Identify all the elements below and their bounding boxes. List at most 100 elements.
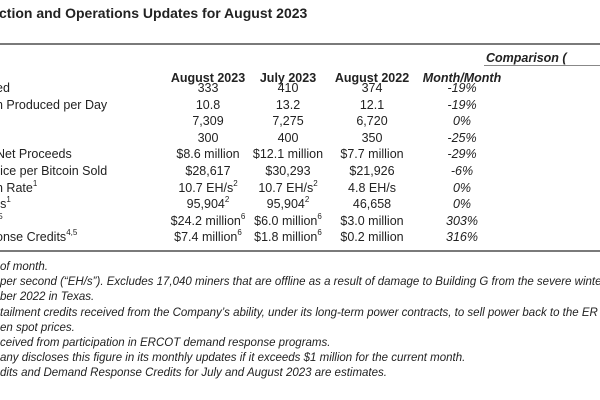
cell-august-2022: 374 <box>362 81 383 95</box>
cell-month-month: -19% <box>447 81 476 95</box>
cell-value: 4.8 EH/s <box>348 180 396 195</box>
footnote-line: ber 2022 in Texas. <box>0 291 95 304</box>
row-label-text: rice per Bitcoin Sold <box>0 164 108 178</box>
column-header-month-month: Month/Month <box>422 71 502 85</box>
cell-august-2023: 300 <box>198 131 219 145</box>
cell-value: $28,617 <box>185 164 231 178</box>
row-label: n Rate1 <box>0 178 38 195</box>
cell-july-2023: $6.0 million6 <box>254 211 322 228</box>
table-row: 300 400 350 -25% <box>0 131 600 147</box>
cell-value: 333 <box>197 81 219 95</box>
cell-august-2022: $21,926 <box>349 164 394 178</box>
footnote-ref: 6 <box>237 228 242 238</box>
row-label: ed <box>0 81 10 95</box>
cell-july-2023: 95,9042 <box>266 195 310 212</box>
cell-value: -6% <box>450 164 474 178</box>
cell-value: $30,293 <box>265 164 311 178</box>
row-label: n Produced per Day <box>0 98 107 112</box>
page-title: ction and Operations Updates for August … <box>0 5 308 21</box>
cell-july-2023: $30,293 <box>265 164 310 178</box>
footnote-line: tailment credits received from the Compa… <box>0 306 598 319</box>
cell-value: 12.1 <box>359 97 385 112</box>
table-row: onse Credits4,5 $7.4 million6 $1.8 million… <box>0 228 600 246</box>
cell-value: 300 <box>197 130 219 145</box>
footnote-line: dits and Demand Response Credits for Jul… <box>0 367 387 380</box>
cell-value: 0% <box>452 197 472 212</box>
cell-august-2023: 333 <box>198 81 219 95</box>
cell-value: 400 <box>277 130 299 145</box>
cell-august-2023: $8.6 million <box>176 147 239 161</box>
footnote-ref: 2 <box>233 178 238 188</box>
cell-value: 0% <box>452 114 472 129</box>
cell-value: 46,658 <box>352 197 392 212</box>
cell-august-2023: 95,9042 <box>186 195 230 212</box>
cell-value: 350 <box>361 130 383 145</box>
cell-august-2023: $7.4 million6 <box>174 228 242 245</box>
cell-august-2022: $7.7 million <box>340 147 403 161</box>
cell-august-2022: 12.1 <box>360 98 384 112</box>
row-label: rice per Bitcoin Sold <box>0 164 107 178</box>
cell-august-2023: $28,617 <box>185 164 230 178</box>
cell-august-2022: 6,720 <box>356 114 387 128</box>
cell-july-2023: 13.2 <box>276 98 300 112</box>
footnote-line: of month. <box>0 261 48 273</box>
cell-value: $6.0 million <box>254 213 318 228</box>
footnote-ref: 6 <box>317 211 322 221</box>
column-header-august-2023: August 2023 <box>170 71 246 85</box>
comparison-header: Comparison ( <box>486 51 567 65</box>
cell-value: -19% <box>447 97 477 112</box>
cell-value: $1.8 million <box>254 230 318 245</box>
cell-value: -29% <box>447 147 477 162</box>
footnote-ref: 2 <box>224 195 230 205</box>
footnote-ref: 2 <box>313 178 318 188</box>
footnote-ref: 2 <box>304 195 310 205</box>
table-row: n Produced per Day 10.8 13.2 12.1 -19% <box>0 98 600 114</box>
row-label-text: ed <box>0 81 10 95</box>
footnote-ref: ,5 <box>0 211 3 221</box>
cell-value: 0% <box>452 180 472 195</box>
cell-month-month: -29% <box>447 147 476 161</box>
cell-july-2023: 400 <box>278 131 299 145</box>
footnote-ref: 1 <box>6 195 11 205</box>
column-header-july-2023: July 2023 <box>259 71 317 85</box>
cell-value: 95,904 <box>186 197 225 212</box>
cell-month-month: 303% <box>446 214 478 228</box>
footnote-line: any discloses this figure in its monthly… <box>0 352 466 365</box>
cell-august-2022: $3.0 million <box>340 214 403 228</box>
cell-value: 10.8 <box>195 97 221 112</box>
cell-month-month: 0% <box>453 181 471 195</box>
cell-value: 6,720 <box>356 114 388 129</box>
cell-july-2023: 410 <box>278 81 299 95</box>
row-label: Net Proceeds <box>0 147 72 161</box>
comparison-underline <box>484 65 600 66</box>
cell-august-2023: 10.7 EH/s2 <box>178 178 238 195</box>
cell-month-month: 0% <box>453 114 471 128</box>
cell-value: -25% <box>447 130 477 145</box>
cell-value: $21,926 <box>349 164 395 178</box>
cell-july-2023: $1.8 million6 <box>254 229 322 245</box>
cell-august-2023: 7,309 <box>192 114 223 128</box>
cell-august-2022: 46,658 <box>353 197 391 211</box>
cell-value: 95,904 <box>266 197 305 212</box>
cell-august-2023: $24.2 million6 <box>171 212 246 228</box>
cell-month-month: -25% <box>447 131 476 145</box>
cell-value: 10.7 EH/s <box>258 180 314 195</box>
cell-value: $7.4 million <box>174 230 238 245</box>
row-label: ,5 <box>0 211 3 228</box>
row-label-text: rs <box>0 197 7 212</box>
row-label: rs1 <box>0 195 11 212</box>
cell-value: 410 <box>277 81 299 95</box>
cell-month-month: 0% <box>453 197 471 211</box>
table-top-rule <box>0 43 600 45</box>
cell-july-2023: 7,275 <box>272 114 303 128</box>
footnote-ref: 1 <box>32 178 38 188</box>
footnote-line: en spot prices. <box>0 321 75 334</box>
row-label-text: n Rate <box>0 180 33 195</box>
table-row: 7,309 7,275 6,720 0% <box>0 114 600 130</box>
cell-value: $7.7 million <box>340 147 404 162</box>
cell-value: 7,275 <box>272 114 304 129</box>
footnote-line: ceived from participation in ERCOT deman… <box>0 337 331 349</box>
cell-value: $0.2 million <box>340 230 404 245</box>
